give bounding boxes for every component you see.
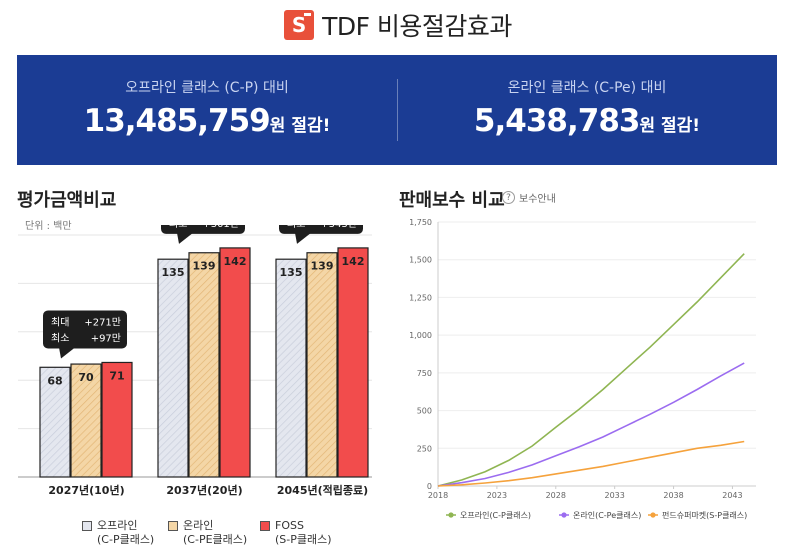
bar-category-label: 2037년(20년) [166,483,242,497]
bar-foss[interactable] [337,247,369,478]
tooltip-min-value: +301만 [202,225,239,230]
line-legend-label: 온라인(C-Pe클래스) [573,510,641,520]
value-compare-legend: 오프라인 (C-P클래스) 온라인 (C-PE클래스) FOSS (S-P클래스) [82,519,372,553]
fee-guide-link[interactable]: ? 보수안내 [502,190,556,205]
savings-offline: 오프라인 클래스 (C-P) 대비 13,485,759원 절감! [17,77,397,139]
savings-online-amount: 5,438,783 [473,103,641,139]
x-tick-label: 2033 [604,491,624,500]
bar-value-label: 135 [162,266,185,279]
x-tick-label: 2028 [546,491,566,500]
bar-category-label: 2027년(10년) [48,483,124,497]
logo-icon: S [284,10,315,40]
x-tick-label: 2023 [487,491,507,500]
bar-value-label: 68 [47,374,62,387]
line-legend-item[interactable]: 오프라인(C-P클래스) [446,510,531,520]
savings-offline-suffix: 원 절감! [269,116,331,136]
tooltip-min-label: 최소 [51,332,69,344]
line-series-online[interactable] [437,362,745,487]
y-tick-label: 1,250 [409,293,432,302]
tooltip-min-value: +97만 [91,332,121,344]
legend-name-foss: FOSS [275,519,304,532]
bar-offline[interactable] [275,258,307,478]
line-legend-label: 펀드슈퍼마켓(S-P클래스) [662,510,747,520]
legend-dot-marker [650,512,656,518]
legend-swatch-foss [260,521,270,531]
legend-swatch-online [168,521,178,531]
bar-offline[interactable] [39,366,71,478]
bar-value-label: 139 [311,260,334,273]
tooltip-box [43,310,127,349]
line-legend-item[interactable]: 온라인(C-Pe클래스) [559,510,641,520]
bar-foss[interactable] [101,361,133,478]
line-series-supermarket[interactable] [437,440,745,487]
banner-divider [397,79,398,141]
y-tick-label: 500 [417,407,432,416]
savings-online-label: 온라인 클래스 (C-Pe) 대비 [507,80,667,96]
bar-online[interactable] [306,252,338,478]
bar-online[interactable] [188,252,220,478]
bar-value-label: 135 [280,266,303,279]
question-icon[interactable]: ? [502,191,515,204]
y-tick-label: 250 [417,444,432,453]
tooltip-pointer [295,232,311,244]
x-tick-label: 2043 [722,491,742,500]
savings-offline-label: 오프라인 클래스 (C-P) 대비 [125,80,289,96]
y-tick-label: 0 [427,482,432,491]
tooltip-max-value: +271만 [84,316,121,328]
line-legend-item[interactable]: 펀드슈퍼마켓(S-P클래스) [648,510,747,520]
y-tick-label: 1,750 [409,218,432,227]
line-legend-label: 오프라인(C-P클래스) [460,510,531,520]
tooltip-pointer [59,347,75,359]
savings-online-suffix: 원 절감! [639,116,701,136]
legend-name-offline: 오프라인 [97,519,138,532]
fee-compare-title: 판매보수 비교 [399,190,505,211]
bar-value-label: 71 [109,369,124,382]
tooltip-min-value: +543만 [320,225,357,230]
legend-name-online: 온라인 [183,519,214,532]
bar-online[interactable] [70,363,102,478]
legend-dot-marker [561,512,567,518]
y-tick-label: 750 [417,369,432,378]
legend-dot-marker [448,512,454,518]
bar-offline[interactable] [157,258,189,478]
unit-label: 단위 : 백만 [25,221,72,232]
y-tick-label: 1,000 [409,331,432,340]
fee-compare-chart: 0 250 500 750 1,000 1,250 1,500 1,750 2018 2023 20… [409,218,756,520]
legend-sub-offline: (C-P클래스) [97,533,155,546]
bar-value-label: 142 [224,255,247,268]
tooltip-box [279,225,363,234]
page-header: S TDF 비용절감효과 [0,0,796,50]
legend-sub-foss: (S-P클래스) [275,533,332,546]
legend-swatch-offline [82,521,92,531]
x-tick-label: 2038 [663,491,683,500]
bar-value-label: 142 [342,255,365,268]
tooltip-pointer [177,232,193,244]
legend-sub-online: (C-PE클래스) [183,533,248,546]
bar-value-label: 139 [193,260,216,273]
bar-foss[interactable] [219,247,251,478]
savings-banner: 오프라인 클래스 (C-P) 대비 13,485,759원 절감! 온라인 클래… [17,55,777,165]
value-compare-title: 평가금액비교 [17,190,117,211]
page-title: TDF 비용절감효과 [322,12,512,41]
tooltip-box [161,225,245,234]
range-tooltip: 최대+1,348만최소+543만 [279,225,363,244]
tooltip-min-label: 최소 [287,225,305,230]
tooltip-min-label: 최소 [169,225,187,230]
bar-value-label: 70 [78,371,94,384]
range-tooltip: 최대+803만최소+301만 [161,225,245,244]
savings-offline-amount: 13,485,759 [83,103,271,139]
y-tick-label: 1,500 [409,256,432,265]
bar-category-label: 2045년(적립종료) [277,483,368,497]
savings-online: 온라인 클래스 (C-Pe) 대비 5,438,783원 절감! [397,77,777,139]
tooltip-max-label: 최대 [51,316,69,328]
line-series-offline[interactable] [437,253,745,487]
fee-guide-label[interactable]: 보수안내 [519,194,556,205]
x-tick-label: 2018 [428,491,448,500]
